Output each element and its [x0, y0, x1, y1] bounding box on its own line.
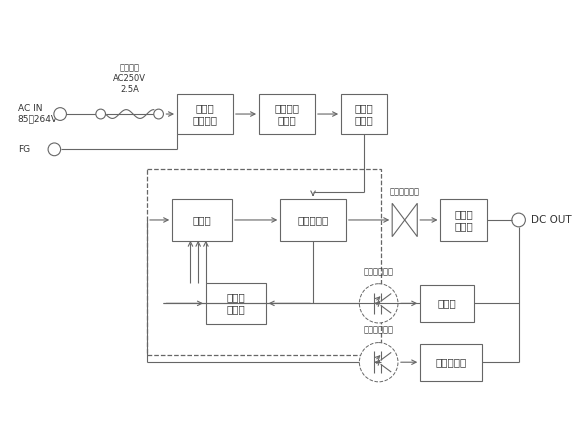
Bar: [280, 199, 346, 241]
Circle shape: [154, 109, 163, 119]
Text: FG: FG: [17, 145, 30, 154]
Circle shape: [54, 108, 66, 121]
Bar: [341, 94, 387, 134]
Circle shape: [48, 143, 61, 156]
Text: インバータ: インバータ: [297, 215, 329, 225]
Text: ノイズ
フィルタ: ノイズ フィルタ: [192, 103, 217, 125]
Circle shape: [359, 343, 398, 382]
Text: 突入電流
防　止: 突入電流 防 止: [275, 103, 300, 125]
Text: 整　流
平　滑: 整 流 平 滑: [355, 103, 374, 125]
Text: 制　御: 制 御: [192, 215, 212, 225]
Bar: [172, 199, 232, 241]
Bar: [420, 343, 482, 381]
Bar: [420, 285, 474, 322]
Text: 過電圧保護: 過電圧保護: [436, 357, 466, 367]
Text: AC IN
85～264V: AC IN 85～264V: [17, 104, 58, 124]
Circle shape: [96, 109, 106, 119]
Text: フォトカプラ: フォトカプラ: [364, 326, 394, 335]
Bar: [259, 94, 315, 134]
Text: フォトカプラ: フォトカプラ: [364, 267, 394, 276]
Circle shape: [359, 284, 398, 323]
Text: 制　御: 制 御: [438, 298, 456, 309]
Circle shape: [512, 213, 525, 227]
Text: 過電流
検　出: 過電流 検 出: [226, 292, 245, 314]
Bar: [177, 94, 233, 134]
Text: DC OUT: DC OUT: [531, 215, 572, 225]
Text: ヒューズ
AC250V
2.5A: ヒューズ AC250V 2.5A: [113, 64, 146, 94]
Text: 整　流
平　滑: 整 流 平 滑: [454, 209, 473, 231]
Bar: [206, 283, 266, 324]
Bar: [440, 199, 487, 241]
Bar: [147, 169, 381, 355]
Text: 出力トランス: 出力トランス: [389, 187, 420, 196]
